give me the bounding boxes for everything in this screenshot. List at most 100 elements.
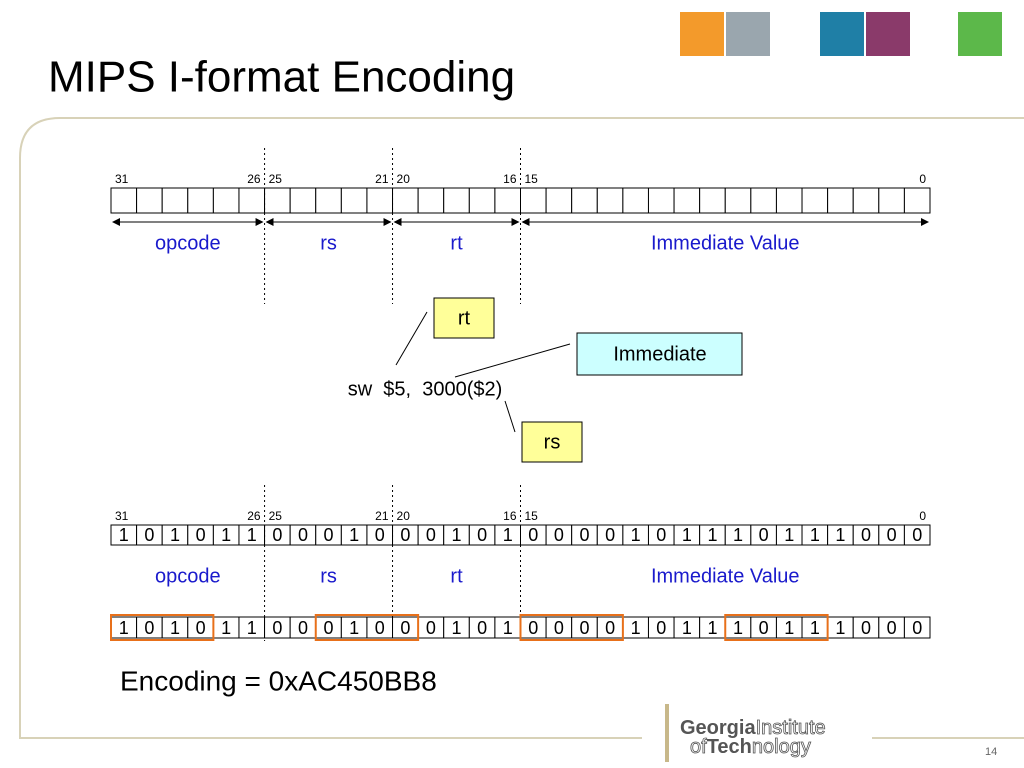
page-number: 14 xyxy=(985,746,997,758)
bit-value: 1 xyxy=(733,525,743,545)
callout-label: rs xyxy=(544,431,561,453)
bit-value: 0 xyxy=(426,525,436,545)
bit-value: 1 xyxy=(707,525,717,545)
field-label: opcode xyxy=(155,232,221,254)
bit-value: 1 xyxy=(247,618,257,638)
bit-position: 26 xyxy=(247,509,261,523)
bit-value: 0 xyxy=(656,618,666,638)
deco-square xyxy=(820,12,864,56)
bit-value: 1 xyxy=(221,618,231,638)
logo-text: GeorgiaInstitute xyxy=(680,717,826,739)
bit-position: 0 xyxy=(919,172,926,186)
bit-cell xyxy=(750,187,777,214)
bit-value: 0 xyxy=(861,618,871,638)
field-label: rt xyxy=(450,232,463,254)
bit-position: 21 xyxy=(375,509,389,523)
bit-cell xyxy=(827,187,854,214)
bit-value: 0 xyxy=(272,618,282,638)
bit-value: 0 xyxy=(477,618,487,638)
field-label: rs xyxy=(320,565,337,587)
bit-value: 0 xyxy=(605,618,615,638)
bit-value: 1 xyxy=(784,618,794,638)
bit-cell xyxy=(392,187,419,214)
bit-cell xyxy=(212,187,240,214)
slide-title: MIPS I-format Encoding xyxy=(48,53,515,102)
bit-position: 25 xyxy=(269,172,283,186)
bit-cell xyxy=(187,187,214,214)
bit-value: 1 xyxy=(631,525,641,545)
bit-value: 0 xyxy=(477,525,487,545)
bit-cell xyxy=(647,187,675,214)
callout-box xyxy=(576,332,743,376)
bit-value: 0 xyxy=(656,525,666,545)
bit-value: 1 xyxy=(349,618,359,638)
bit-value: 0 xyxy=(324,525,334,545)
bit-cell xyxy=(468,187,496,214)
bit-cell xyxy=(622,187,649,214)
bit-position: 31 xyxy=(115,509,129,523)
bit-value: 0 xyxy=(554,525,564,545)
bit-cell xyxy=(878,187,905,214)
bit-position: 20 xyxy=(397,509,411,523)
bit-value: 1 xyxy=(682,618,692,638)
bit-cell xyxy=(520,187,547,214)
bit-cell xyxy=(852,187,880,214)
bit-value: 0 xyxy=(605,525,615,545)
bit-value: 1 xyxy=(452,525,462,545)
bit-cell xyxy=(545,187,573,214)
bit-position: 16 xyxy=(503,509,517,523)
bit-value: 0 xyxy=(324,618,334,638)
instruction: sw $5, 3000($2) xyxy=(348,378,503,400)
bit-value: 0 xyxy=(579,618,589,638)
bit-value: 0 xyxy=(759,525,769,545)
bit-value: 0 xyxy=(144,618,154,638)
bit-value: 0 xyxy=(272,525,282,545)
bit-value: 1 xyxy=(452,618,462,638)
bit-cell xyxy=(494,187,521,214)
logo-text: nology xyxy=(752,736,811,758)
bit-value: 0 xyxy=(861,525,871,545)
field-label: rt xyxy=(450,565,463,587)
bit-value: 1 xyxy=(733,618,743,638)
bit-value: 1 xyxy=(119,525,129,545)
callout-box xyxy=(521,421,583,463)
bit-cell xyxy=(264,187,291,214)
bit-value: 1 xyxy=(631,618,641,638)
deco-square xyxy=(958,12,1002,56)
logo-text: Institute xyxy=(756,717,826,739)
bit-value: 0 xyxy=(375,618,385,638)
bit-value: 0 xyxy=(528,525,538,545)
bit-cell xyxy=(417,187,445,214)
callout-box xyxy=(433,297,495,339)
bit-value: 0 xyxy=(400,525,410,545)
bit-value: 0 xyxy=(528,618,538,638)
bit-cell xyxy=(315,187,342,214)
bit-value: 1 xyxy=(119,618,129,638)
bit-value: 1 xyxy=(170,618,180,638)
bit-value: 0 xyxy=(400,618,410,638)
bit-cell xyxy=(801,187,829,214)
bit-position: 0 xyxy=(919,509,926,523)
bit-cell xyxy=(903,524,931,546)
bit-cell xyxy=(110,187,138,214)
logo-mark xyxy=(665,704,669,762)
logo-text: Tech xyxy=(707,736,752,758)
bit-value: 1 xyxy=(221,525,231,545)
bit-value: 0 xyxy=(298,618,308,638)
encoding-result: Encoding = 0xAC450BB8 xyxy=(120,665,437,696)
bit-cell xyxy=(673,187,701,214)
bit-cell xyxy=(571,187,598,214)
bit-position: 16 xyxy=(503,172,517,186)
logo-text: of xyxy=(690,736,707,758)
nibble-highlight xyxy=(314,614,420,641)
bit-value: 0 xyxy=(298,525,308,545)
bit-value: 1 xyxy=(682,525,692,545)
bit-position: 15 xyxy=(525,509,539,523)
bit-value: 1 xyxy=(784,525,794,545)
callout-line xyxy=(395,311,428,366)
field-label: rs xyxy=(320,232,337,254)
bit-cell xyxy=(596,187,624,214)
bit-value: 0 xyxy=(759,618,769,638)
bit-value: 1 xyxy=(349,525,359,545)
bit-value: 0 xyxy=(579,525,589,545)
